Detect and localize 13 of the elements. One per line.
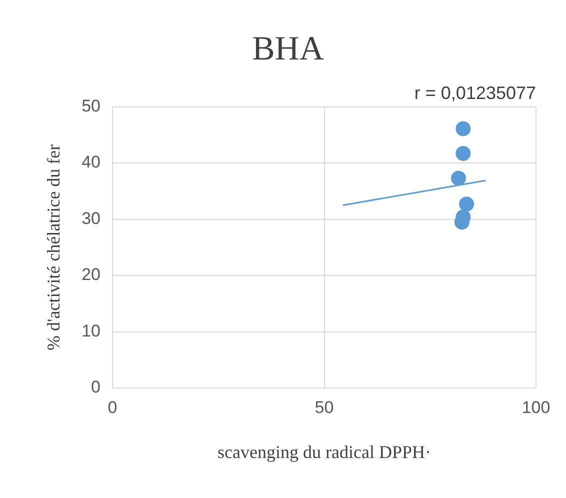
y-tick-label: 0 (91, 378, 101, 397)
y-tick-label: 50 (82, 96, 101, 116)
x-axis-title: scavenging du radical DPPH· (218, 442, 431, 462)
y-axis-title: % d'activité chélatrice du fer (44, 144, 64, 350)
y-tick-label: 10 (82, 321, 101, 340)
y-tick-label: 40 (82, 152, 101, 172)
x-tick-label: 100 (522, 398, 550, 417)
chart-title: BHA (252, 30, 324, 68)
x-tick-label: 0 (108, 398, 118, 417)
y-tick-label: 20 (82, 265, 101, 284)
text: r = 0,01235077 (414, 82, 536, 103)
x-tick-label: 50 (314, 398, 334, 417)
y-tick-label: 30 (82, 208, 101, 228)
